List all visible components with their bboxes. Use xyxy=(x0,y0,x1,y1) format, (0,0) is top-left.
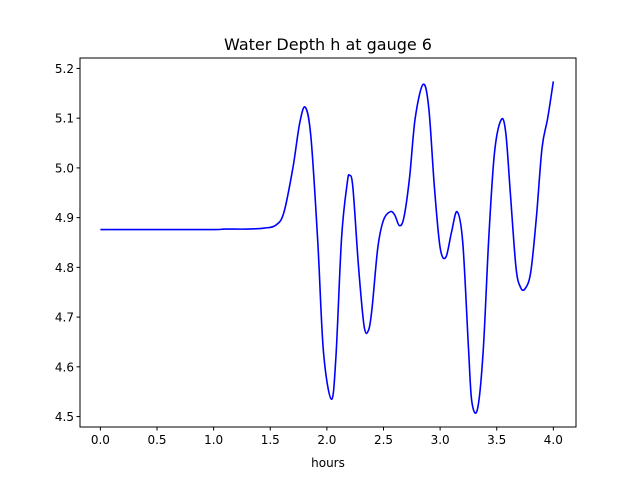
x-tick-label: 1.5 xyxy=(261,433,280,447)
x-tick-label: 0.0 xyxy=(91,433,110,447)
x-tick-label: 2.5 xyxy=(374,433,393,447)
chart-title: Water Depth h at gauge 6 xyxy=(224,35,432,54)
x-tick-label: 1.0 xyxy=(204,433,223,447)
series-line xyxy=(100,81,555,414)
x-tick-label: 2.0 xyxy=(317,433,336,447)
x-tick-label: 0.5 xyxy=(147,433,166,447)
y-tick-label: 5.1 xyxy=(55,112,74,126)
y-tick-label: 4.8 xyxy=(55,261,74,275)
y-tick-label: 4.7 xyxy=(55,311,74,325)
plot-area xyxy=(100,81,555,414)
y-tick-label: 4.9 xyxy=(55,211,74,225)
x-axis-label: hours xyxy=(311,456,345,470)
x-tick-label: 4.0 xyxy=(544,433,563,447)
y-tick-label: 4.6 xyxy=(55,360,74,374)
axes-frame xyxy=(79,57,577,428)
x-tick-label: 3.5 xyxy=(487,433,506,447)
y-tick-label: 4.5 xyxy=(55,410,74,424)
x-tick-label: 3.0 xyxy=(431,433,450,447)
y-tick-label: 5.2 xyxy=(55,62,74,76)
y-tick-label: 5.0 xyxy=(55,161,74,175)
x-axis-ticks: 0.0 0.5 1.0 1.5 2.0 2.5 3.0 3.5 4.0 xyxy=(91,427,563,447)
y-axis-ticks: 4.5 4.6 4.7 4.8 4.9 5.0 5.1 5.2 xyxy=(55,62,80,424)
